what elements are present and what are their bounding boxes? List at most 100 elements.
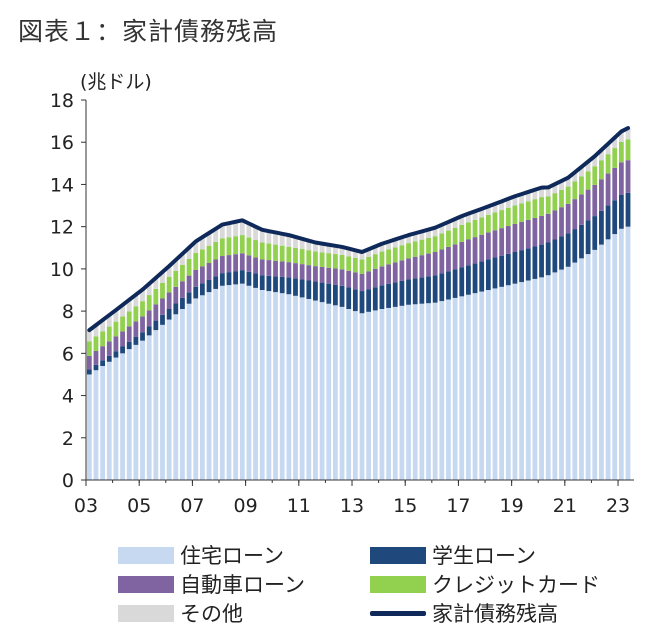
bar-segment-s1 xyxy=(100,360,106,366)
bar-segment-s0 xyxy=(572,262,578,480)
bar-segment-s4 xyxy=(552,184,558,194)
bar-segment-s3 xyxy=(572,181,578,200)
bar-segment-s0 xyxy=(625,226,631,480)
bar-segment-s1 xyxy=(592,216,598,250)
bar-segment-s0 xyxy=(439,301,445,480)
bar-quarter-9 xyxy=(146,283,152,480)
bar-quarter-38 xyxy=(339,246,345,480)
bar-segment-s1 xyxy=(572,229,578,263)
y-tick-label-0: 0 xyxy=(62,470,74,492)
bar-segment-s1 xyxy=(366,289,372,312)
bar-segment-s1 xyxy=(173,303,179,315)
bar-segment-s1 xyxy=(579,224,584,259)
bar-segment-s0 xyxy=(306,298,312,480)
bar-quarter-72 xyxy=(565,177,571,480)
bar-segment-s1 xyxy=(326,283,332,304)
bar-quarter-39 xyxy=(346,248,352,480)
bar-segment-s0 xyxy=(379,309,385,480)
bar-segment-s3 xyxy=(599,160,604,180)
bar-quarter-50 xyxy=(419,231,425,480)
bar-segment-s0 xyxy=(160,324,165,480)
bar-segment-s2 xyxy=(120,331,125,347)
bar-segment-s1 xyxy=(306,280,312,299)
bar-segment-s3 xyxy=(219,238,225,257)
legend-label-credit: クレジットカード xyxy=(432,573,600,597)
bar-segment-s4 xyxy=(133,294,139,307)
bar-segment-s3 xyxy=(313,251,318,267)
bar-quarter-74 xyxy=(579,166,584,480)
bar-segment-s3 xyxy=(585,171,591,190)
bar-segment-s0 xyxy=(559,269,564,480)
bar-segment-s4 xyxy=(352,250,358,258)
bar-segment-s3 xyxy=(485,214,491,233)
bar-segment-s3 xyxy=(346,256,352,271)
bar-segment-s1 xyxy=(333,284,338,306)
bar-segment-s0 xyxy=(239,283,245,480)
bar-quarter-70 xyxy=(552,184,558,480)
bar-segment-s4 xyxy=(226,223,232,238)
bar-segment-s2 xyxy=(273,260,278,277)
bar-quarter-59 xyxy=(479,208,485,480)
x-tick-label-07: 07 xyxy=(180,495,204,517)
bar-segment-s2 xyxy=(552,210,558,240)
bar-segment-s3 xyxy=(492,212,498,231)
bar-segment-s2 xyxy=(199,266,205,284)
bar-segment-s1 xyxy=(226,272,232,286)
bar-segment-s0 xyxy=(219,285,225,480)
bar-segment-s0 xyxy=(459,296,465,480)
bar-segment-s4 xyxy=(286,235,292,247)
bar-segment-s3 xyxy=(206,245,212,263)
bar-segment-s1 xyxy=(266,275,272,292)
legend-label-other: その他 xyxy=(180,602,243,626)
bar-segment-s1 xyxy=(359,291,365,314)
bar-segment-s1 xyxy=(612,200,618,235)
bar-segment-s3 xyxy=(113,321,119,337)
bar-segment-s0 xyxy=(446,299,451,480)
bar-segment-s0 xyxy=(226,285,232,480)
bar-segment-s3 xyxy=(239,235,245,254)
bar-segment-s1 xyxy=(372,287,378,311)
bar-segment-s2 xyxy=(379,266,385,286)
bar-segment-s3 xyxy=(359,259,365,274)
bar-segment-s1 xyxy=(246,271,252,286)
bar-segment-s3 xyxy=(505,207,511,227)
bar-segment-s4 xyxy=(379,243,385,252)
bar-segment-s1 xyxy=(545,242,551,276)
bar-segment-s0 xyxy=(86,374,92,480)
bar-segment-s3 xyxy=(180,264,185,282)
bar-segment-s0 xyxy=(339,306,345,480)
bar-segment-s0 xyxy=(359,313,365,480)
bar-segment-s0 xyxy=(426,303,431,480)
bar-segment-s1 xyxy=(273,276,278,293)
bar-segment-s3 xyxy=(446,230,451,247)
bar-quarter-24 xyxy=(246,223,252,480)
y-tick-label-16: 16 xyxy=(50,132,74,154)
bar-segment-s2 xyxy=(492,230,498,258)
bar-segment-s2 xyxy=(599,179,604,211)
bar-segment-s0 xyxy=(525,280,531,480)
bar-segment-s3 xyxy=(193,253,199,270)
bar-segment-s0 xyxy=(140,340,145,480)
bar-quarter-41 xyxy=(359,252,365,480)
y-tick-label-12: 12 xyxy=(50,217,74,239)
bar-segment-s4 xyxy=(100,320,106,332)
bar-quarter-46 xyxy=(392,239,398,480)
bar-segment-s2 xyxy=(253,257,258,274)
bar-quarter-65 xyxy=(519,194,524,480)
bar-segment-s2 xyxy=(559,207,564,237)
bar-segment-s4 xyxy=(539,187,544,198)
bar-segment-s0 xyxy=(392,306,398,480)
bar-segment-s1 xyxy=(459,267,465,297)
bar-segment-s4 xyxy=(386,241,391,250)
bar-segment-s2 xyxy=(585,189,591,221)
bar-segment-s3 xyxy=(366,256,372,272)
bar-segment-s3 xyxy=(326,253,332,268)
bar-segment-s0 xyxy=(599,244,604,480)
bar-segment-s3 xyxy=(333,254,338,269)
bar-segment-s2 xyxy=(333,268,338,285)
bar-segment-s0 xyxy=(545,275,551,480)
bar-segment-s0 xyxy=(452,297,458,480)
bar-segment-s0 xyxy=(333,305,338,480)
bar-segment-s4 xyxy=(446,221,451,231)
bar-segment-s4 xyxy=(166,266,172,277)
